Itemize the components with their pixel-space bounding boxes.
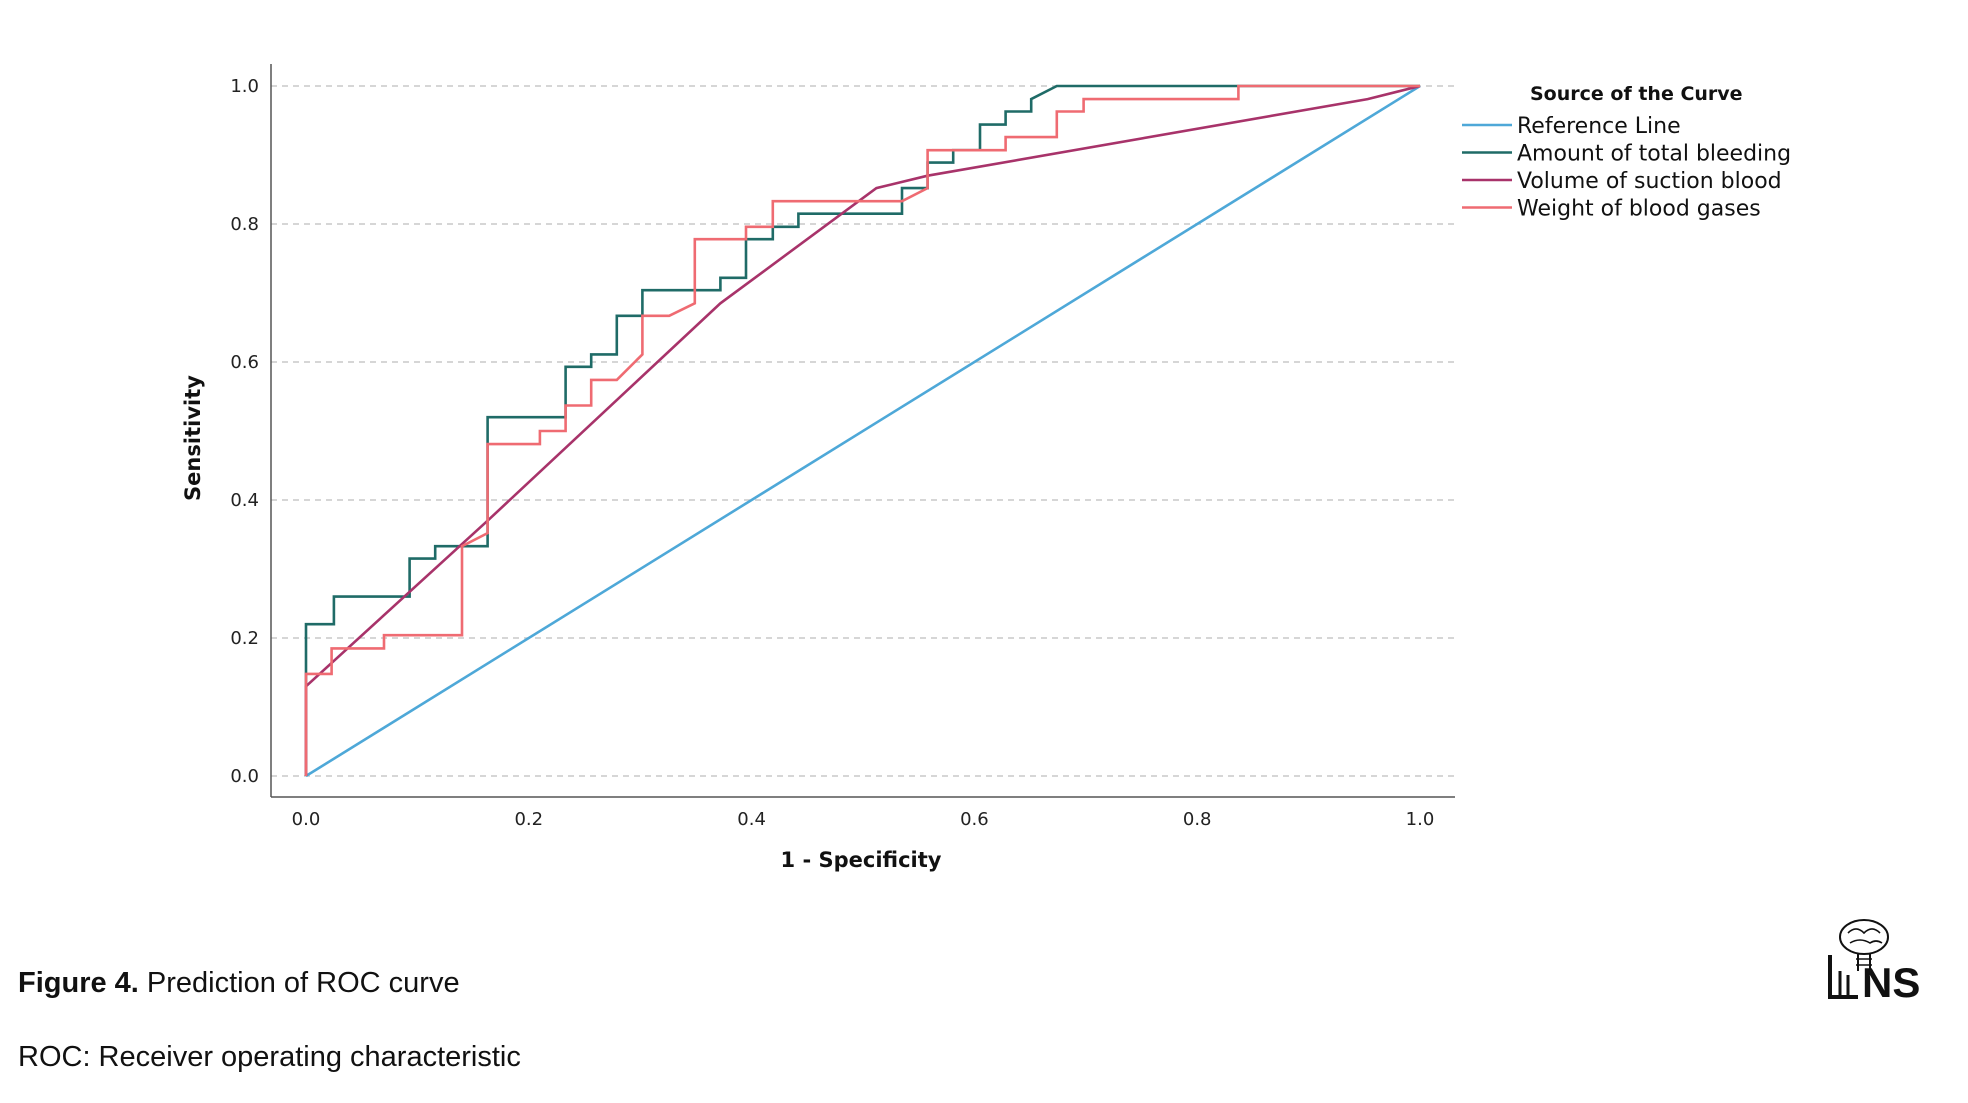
y-tick-label: 0.0 [230,766,259,787]
x-tick-label: 0.0 [292,809,321,830]
legend-label-weight-of-blood-gases: Weight of blood gases [1517,197,1761,222]
legend-label-amount-of-total-bleeding: Amount of total bleeding [1517,142,1791,167]
x-tick-label: 0.2 [514,809,543,830]
series-lines [304,84,1421,778]
brain-icon [1839,919,1889,971]
y-tick-label: 0.2 [230,628,259,649]
x-tick-label: 0.8 [1183,809,1212,830]
axes [270,64,1455,798]
x-axis-title: 1 - Specificity [781,848,942,872]
legend-label-reference-line: Reference Line [1517,114,1681,139]
y-tick-label: 1.0 [230,76,259,97]
series-line-amount-of-total-bleeding [304,84,1420,776]
y-tick-label: 0.8 [230,214,259,235]
x-tick-label: 0.4 [737,809,766,830]
series-line-volume-of-suction-blood [304,84,1421,776]
y-axis-title: Sensitivity [181,375,205,501]
roc-chart: 0.0 0.2 0.4 0.6 0.8 1.0 0.0 0.2 0.4 0.6 0.8 1.0 1 … [181,64,1791,872]
legend-label-volume-of-suction-blood: Volume of suction blood [1517,169,1782,194]
series-line-weight-of-blood-gases [304,84,1420,776]
figure-caption: Figure 4. Prediction of ROC curve [18,967,460,1000]
journal-logo: NS [1828,919,1920,1005]
x-tick-labels: 0.0 0.2 0.4 0.6 0.8 1.0 [292,809,1435,830]
series-line-reference-line [305,84,1421,778]
y-tick-label: 0.6 [230,352,259,373]
legend: Source of the Curve Reference Line Amount… [1462,83,1791,222]
figure-footnote: ROC: Receiver operating characteristic [18,1041,521,1073]
x-tick-label: 1.0 [1406,809,1435,830]
y-tick-label: 0.4 [230,490,259,511]
logo-mark [1828,955,1858,999]
figure-label: Figure 4. [18,967,139,999]
legend-title: Source of the Curve [1530,83,1743,105]
y-tick-labels: 0.0 0.2 0.4 0.6 0.8 1.0 [230,76,259,787]
figure-caption-text: Prediction of ROC curve [138,967,460,999]
logo-text: NS [1862,959,1920,1005]
x-tick-label: 0.6 [960,809,989,830]
